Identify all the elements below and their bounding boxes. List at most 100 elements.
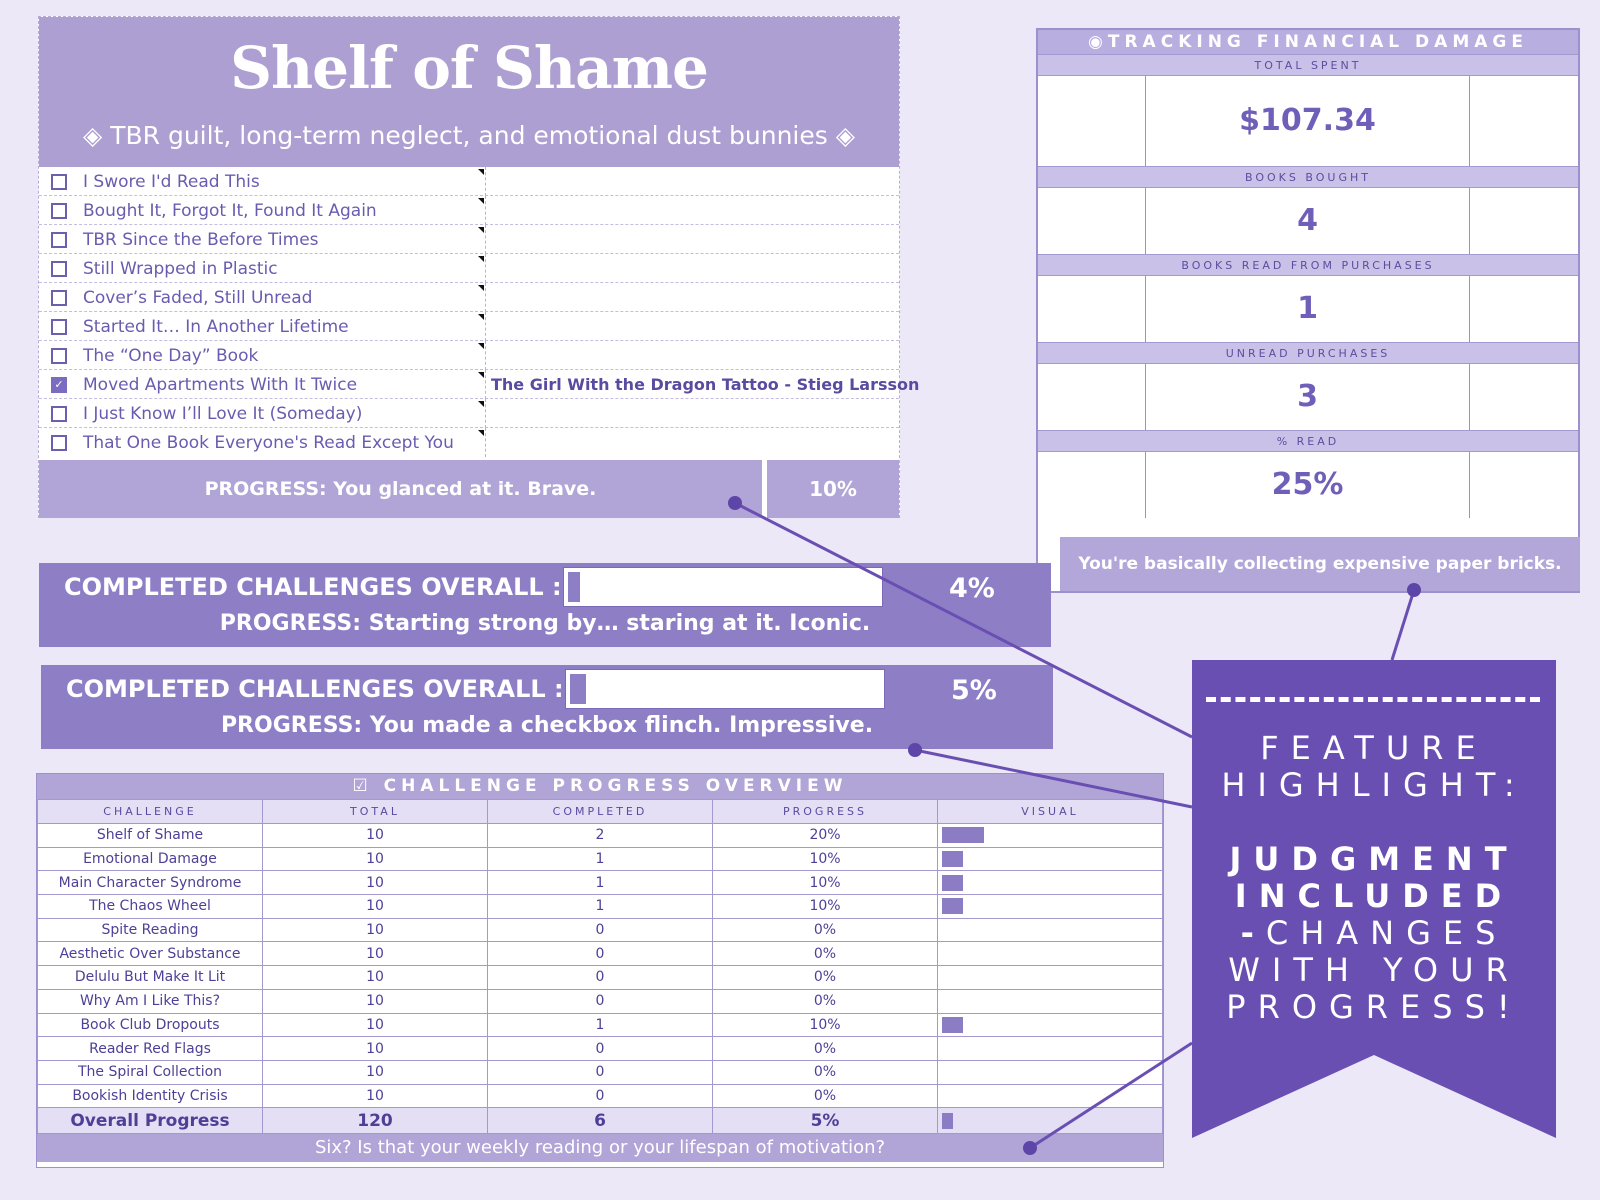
column-divider bbox=[485, 254, 486, 283]
dropdown-marker[interactable] bbox=[478, 198, 484, 204]
shelf-progress-percent: 10% bbox=[767, 460, 899, 518]
checkbox[interactable] bbox=[51, 174, 67, 190]
book-entry[interactable]: The Girl With the Dragon Tattoo - Stieg … bbox=[491, 375, 920, 394]
page-subtitle: ◈ TBR guilt, long-term neglect, and emot… bbox=[83, 121, 855, 150]
stat-value: 4 bbox=[1145, 188, 1470, 254]
progress-track bbox=[565, 669, 885, 709]
stat-row: 1 bbox=[1038, 276, 1578, 342]
cell-name: Emotional Damage bbox=[37, 846, 263, 872]
financial-title-text: TRACKING FINANCIAL DAMAGE bbox=[1107, 32, 1528, 52]
checkbox[interactable] bbox=[51, 348, 67, 364]
visual-bar bbox=[942, 851, 963, 868]
column-header: CHALLENGE bbox=[37, 799, 263, 824]
cell-visual bbox=[937, 894, 1163, 919]
checklist-label: I Swore I'd Read This bbox=[83, 172, 260, 192]
page-title: Shelf of Shame bbox=[230, 34, 709, 102]
connector-dot bbox=[908, 743, 922, 757]
checkbox[interactable] bbox=[51, 232, 67, 248]
cell-total: 10 bbox=[262, 1059, 488, 1085]
cell-visual bbox=[937, 823, 1163, 848]
checklist-row: The “One Day” Book bbox=[39, 341, 899, 370]
cell-name: Overall Progress bbox=[37, 1107, 263, 1135]
checklist-row: I Swore I'd Read This bbox=[39, 167, 899, 196]
dropdown-marker[interactable] bbox=[478, 169, 484, 175]
dropdown-marker[interactable] bbox=[478, 401, 484, 407]
checkbox[interactable]: ✓ bbox=[51, 377, 67, 393]
cell-progress: 20% bbox=[712, 823, 938, 848]
stat-row: 25% bbox=[1038, 452, 1578, 518]
dropdown-marker[interactable] bbox=[478, 227, 484, 233]
ribbon-text: FEATURE HIGHLIGHT: JUDGMENT INCLUDED -CH… bbox=[1192, 730, 1556, 1026]
cell-visual bbox=[937, 1012, 1163, 1038]
progress-track bbox=[563, 567, 883, 607]
stat-label: BOOKS BOUGHT bbox=[1038, 166, 1578, 188]
checklist-label: That One Book Everyone's Read Except You bbox=[83, 433, 454, 453]
dropdown-marker[interactable] bbox=[478, 372, 484, 378]
visual-bar bbox=[942, 874, 963, 891]
shelf-of-shame-header: Shelf of Shame ◈ TBR guilt, long-term ne… bbox=[39, 17, 899, 167]
column-header: VISUAL bbox=[937, 799, 1163, 824]
challenge-table-title: ☑ CHALLENGE PROGRESS OVERVIEW bbox=[37, 774, 1163, 799]
dropdown-marker[interactable] bbox=[478, 343, 484, 349]
challenge-table-body: Shelf of Shame 10 2 20% Emotional Damage 10 1 1… bbox=[37, 823, 1163, 1135]
cell-progress: 10% bbox=[712, 870, 938, 896]
cell-name: Book Club Dropouts bbox=[37, 1012, 263, 1038]
dropdown-marker[interactable] bbox=[478, 285, 484, 291]
checkbox[interactable] bbox=[51, 319, 67, 335]
column-header: TOTAL bbox=[262, 799, 488, 824]
cell-completed: 0 bbox=[487, 988, 713, 1014]
cell-total: 10 bbox=[262, 1012, 488, 1038]
overall-progress-message: PROGRESS: Starting strong by… staring at… bbox=[219, 611, 871, 636]
checkbox[interactable] bbox=[51, 290, 67, 306]
ribbon-line-bold: JUDGMENT bbox=[1229, 840, 1519, 878]
ribbon-line: FEATURE bbox=[1260, 729, 1488, 767]
cell-progress: 5% bbox=[712, 1107, 938, 1135]
cell-name: Main Character Syndrome bbox=[37, 870, 263, 896]
checkbox[interactable] bbox=[51, 261, 67, 277]
overall-progress-message: PROGRESS: You made a checkbox flinch. Im… bbox=[220, 713, 874, 738]
checklist-row: Bought It, Forgot It, Found It Again bbox=[39, 196, 899, 225]
stat-value: 1 bbox=[1145, 276, 1470, 342]
cell-progress: 0% bbox=[712, 1059, 938, 1085]
ribbon-line-bold: INCLUDED bbox=[1234, 877, 1514, 915]
table-row: Shelf of Shame 10 2 20% bbox=[37, 823, 1163, 848]
table-row: Main Character Syndrome 10 1 10% bbox=[37, 870, 1163, 896]
checkbox[interactable] bbox=[51, 203, 67, 219]
cell-completed: 0 bbox=[487, 1059, 713, 1085]
visual-bar bbox=[942, 1112, 953, 1129]
column-divider bbox=[485, 225, 486, 254]
checkbox[interactable] bbox=[51, 435, 67, 451]
cell-visual bbox=[937, 1107, 1163, 1135]
table-row: Reader Red Flags 10 0 0% bbox=[37, 1036, 1163, 1061]
overall-progress-title: COMPLETED CHALLENGES OVERALL : bbox=[66, 675, 564, 703]
cell-completed: 0 bbox=[487, 1036, 713, 1061]
dropdown-marker[interactable] bbox=[478, 430, 484, 436]
challenge-table: CHALLENGE TOTAL COMPLETED PROGRESS VISUAL Sh… bbox=[37, 799, 1163, 1135]
ribbon-dashed-line bbox=[1206, 697, 1540, 702]
dropdown-marker[interactable] bbox=[478, 256, 484, 262]
connector-line bbox=[1390, 589, 1416, 661]
cell-name: Spite Reading bbox=[37, 917, 263, 943]
checklist-label: TBR Since the Before Times bbox=[83, 230, 319, 250]
dropdown-marker[interactable] bbox=[478, 314, 484, 320]
cell-visual bbox=[937, 941, 1163, 967]
stat-label: % READ bbox=[1038, 430, 1578, 452]
progress-fill bbox=[568, 572, 580, 602]
checkbox[interactable] bbox=[51, 406, 67, 422]
checklist-label: Started It… In Another Lifetime bbox=[83, 317, 349, 337]
eye-icon: ◉ bbox=[1088, 32, 1108, 52]
stat-value: $107.34 bbox=[1145, 76, 1470, 166]
connector-dot bbox=[728, 496, 742, 510]
challenge-table-footer: Six? Is that your weekly reading or your… bbox=[37, 1134, 1163, 1163]
challenge-progress-overview: ☑ CHALLENGE PROGRESS OVERVIEW CHALLENGE T… bbox=[36, 773, 1164, 1168]
checklist-label: Bought It, Forgot It, Found It Again bbox=[83, 201, 377, 221]
column-divider bbox=[485, 428, 486, 457]
checklist-label: I Just Know I’ll Love It (Someday) bbox=[83, 404, 363, 424]
overall-progress-percent: 4% bbox=[949, 573, 995, 604]
checklist-row: I Just Know I’ll Love It (Someday) bbox=[39, 399, 899, 428]
column-divider bbox=[485, 370, 486, 399]
stat-label: UNREAD PURCHASES bbox=[1038, 342, 1578, 364]
column-header: COMPLETED bbox=[487, 799, 713, 824]
cell-total: 10 bbox=[262, 870, 488, 896]
financial-damage-card: ◉TRACKING FINANCIAL DAMAGE TOTAL SPENT $1… bbox=[1036, 28, 1580, 593]
